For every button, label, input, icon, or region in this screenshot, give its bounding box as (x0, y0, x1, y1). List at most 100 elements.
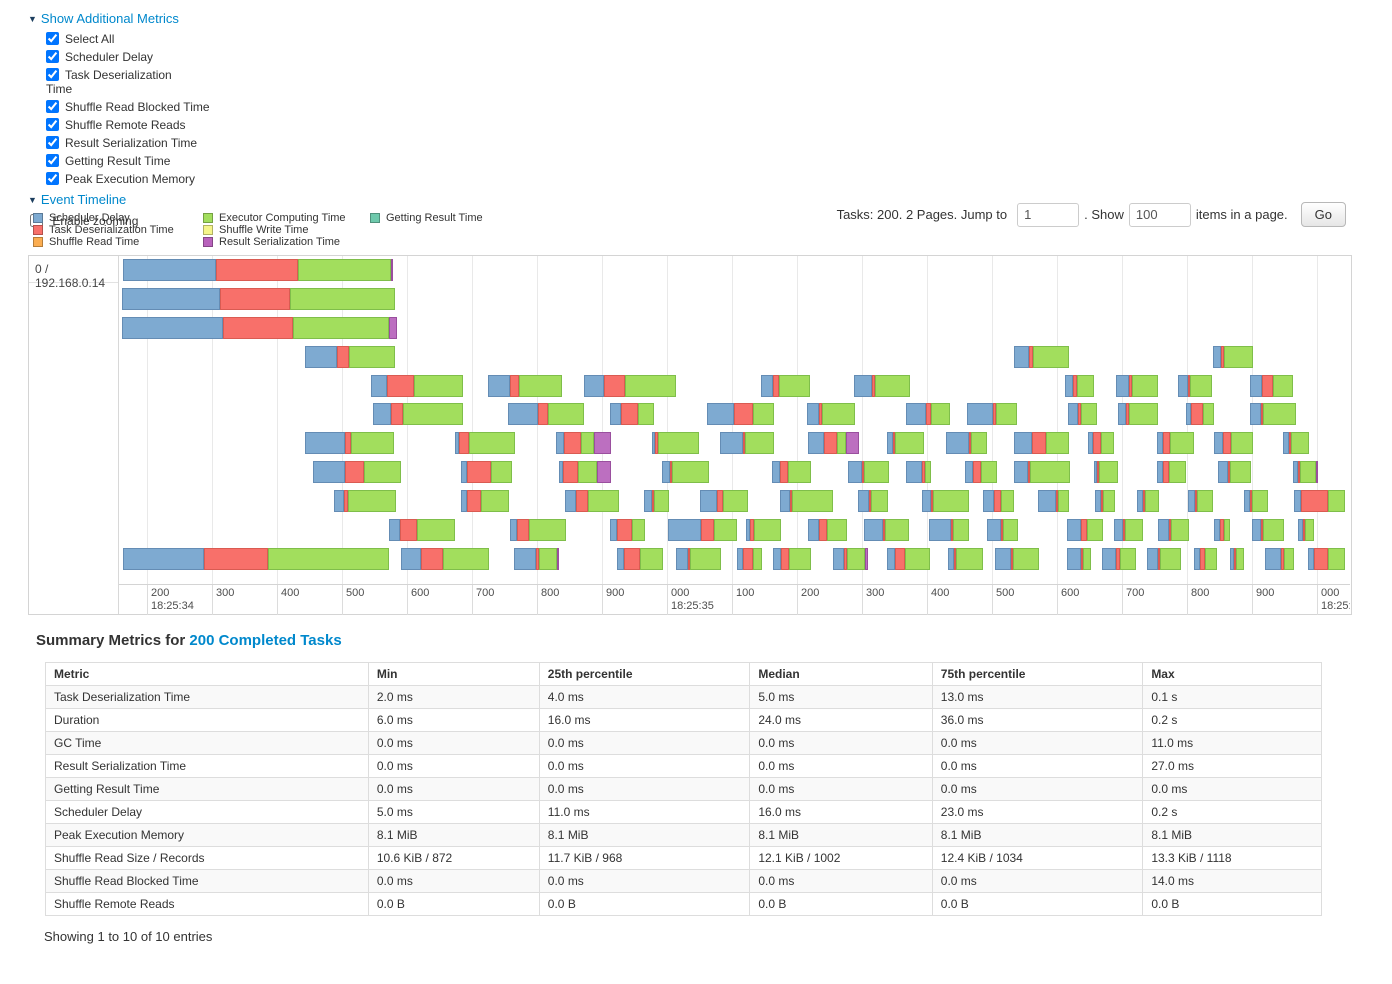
timeline-task-bar[interactable] (334, 490, 396, 512)
timeline-task-bar[interactable] (1265, 548, 1294, 570)
timeline-task-bar[interactable] (1065, 375, 1094, 397)
timeline-task-bar[interactable] (1178, 375, 1212, 397)
timeline-task-bar[interactable] (1186, 403, 1214, 425)
timeline-task-bar[interactable] (808, 432, 859, 454)
timeline-task-bar[interactable] (1218, 461, 1251, 483)
timeline-task-bar[interactable] (1214, 432, 1253, 454)
timeline-task-bar[interactable] (1158, 519, 1189, 541)
timeline-task-bar[interactable] (833, 548, 868, 570)
completed-tasks-link[interactable]: 200 Completed Tasks (189, 632, 342, 649)
timeline-task-bar[interactable] (780, 490, 833, 512)
timeline-task-bar[interactable] (1188, 490, 1213, 512)
timeline-task-bar[interactable] (946, 432, 987, 454)
timeline-task-bar[interactable] (123, 259, 393, 281)
timeline-task-bar[interactable] (123, 548, 389, 570)
timeline-task-bar[interactable] (700, 490, 748, 512)
timeline-task-bar[interactable] (401, 548, 489, 570)
checkbox-peak-execution-memory[interactable] (46, 172, 59, 185)
timeline-task-bar[interactable] (995, 548, 1039, 570)
timeline-task-bar[interactable] (906, 403, 950, 425)
timeline-task-bar[interactable] (858, 490, 888, 512)
timeline-task-bar[interactable] (983, 490, 1014, 512)
go-button[interactable]: Go (1300, 202, 1346, 227)
timeline-task-bar[interactable] (1250, 375, 1293, 397)
timeline-task-bar[interactable] (1102, 548, 1136, 570)
timeline-task-bar[interactable] (313, 461, 401, 483)
timeline-task-bar[interactable] (965, 461, 997, 483)
timeline-task-bar[interactable] (887, 548, 930, 570)
timeline-task-bar[interactable] (848, 461, 889, 483)
timeline-task-bar[interactable] (1116, 375, 1158, 397)
timeline-task-bar[interactable] (906, 461, 931, 483)
timeline-task-bar[interactable] (854, 375, 910, 397)
jump-to-page-input[interactable] (1017, 202, 1080, 227)
timeline-task-bar[interactable] (948, 548, 983, 570)
timeline-task-bar[interactable] (1068, 403, 1097, 425)
timeline-task-bar[interactable] (1244, 490, 1268, 512)
checkbox-select-all[interactable] (46, 32, 59, 45)
timeline-task-bar[interactable] (389, 519, 455, 541)
timeline-task-bar[interactable] (662, 461, 709, 483)
timeline-task-bar[interactable] (1230, 548, 1244, 570)
timeline-task-bar[interactable] (617, 548, 663, 570)
checkbox-result-serialization-time[interactable] (46, 136, 59, 149)
timeline-task-bar[interactable] (987, 519, 1018, 541)
timeline-task-bar[interactable] (1194, 548, 1217, 570)
timeline-task-bar[interactable] (559, 461, 611, 483)
timeline-task-bar[interactable] (1088, 432, 1114, 454)
timeline-task-bar[interactable] (508, 403, 584, 425)
timeline-task-bar[interactable] (122, 317, 397, 339)
timeline-task-bar[interactable] (584, 375, 676, 397)
timeline-task-bar[interactable] (1067, 519, 1103, 541)
timeline-task-bar[interactable] (1094, 461, 1118, 483)
timeline-task-bar[interactable] (610, 403, 654, 425)
timeline-task-bar[interactable] (644, 490, 669, 512)
timeline-task-bar[interactable] (1118, 403, 1158, 425)
timeline-task-bar[interactable] (305, 432, 394, 454)
timeline-task-bar[interactable] (1014, 461, 1070, 483)
timeline-task-bar[interactable] (455, 432, 515, 454)
timeline-task-bar[interactable] (1014, 432, 1069, 454)
timeline-task-bar[interactable] (510, 519, 566, 541)
timeline-task-bar[interactable] (668, 519, 737, 541)
timeline-task-bar[interactable] (1147, 548, 1181, 570)
checkbox-task-deserialization-time[interactable] (46, 68, 59, 81)
timeline-task-bar[interactable] (1294, 490, 1345, 512)
timeline-task-bar[interactable] (1252, 519, 1284, 541)
checkbox-scheduler-delay[interactable] (46, 50, 59, 63)
timeline-task-bar[interactable] (864, 519, 909, 541)
timeline-task-bar[interactable] (1213, 346, 1253, 368)
timeline-task-bar[interactable] (1157, 461, 1186, 483)
timeline-task-bar[interactable] (371, 375, 463, 397)
timeline-task-bar[interactable] (808, 519, 847, 541)
timeline-task-bar[interactable] (967, 403, 1017, 425)
timeline-task-bar[interactable] (1214, 519, 1230, 541)
timeline-task-bar[interactable] (761, 375, 810, 397)
timeline-task-bar[interactable] (514, 548, 559, 570)
timeline-task-bar[interactable] (1308, 548, 1345, 570)
event-timeline-toggle[interactable]: ▼ Event Timeline (28, 193, 210, 207)
timeline-task-bar[interactable] (1283, 432, 1309, 454)
timeline-task-bar[interactable] (929, 519, 969, 541)
timeline-task-bar[interactable] (1114, 519, 1143, 541)
timeline-task-bar[interactable] (565, 490, 619, 512)
timeline-task-bar[interactable] (773, 548, 811, 570)
checkbox-shuffle-remote-reads[interactable] (46, 118, 59, 131)
timeline-task-bar[interactable] (887, 432, 924, 454)
timeline-task-bar[interactable] (807, 403, 855, 425)
timeline-task-bar[interactable] (1250, 403, 1296, 425)
timeline-task-bar[interactable] (488, 375, 562, 397)
timeline-task-bar[interactable] (461, 461, 512, 483)
timeline-task-bar[interactable] (556, 432, 611, 454)
timeline-task-bar[interactable] (122, 288, 395, 310)
show-additional-metrics-toggle[interactable]: ▼ Show Additional Metrics (28, 12, 210, 26)
timeline-task-bar[interactable] (737, 548, 762, 570)
timeline-task-bar[interactable] (1038, 490, 1069, 512)
timeline-task-bar[interactable] (1157, 432, 1194, 454)
timeline-task-bar[interactable] (772, 461, 811, 483)
timeline-task-bar[interactable] (720, 432, 774, 454)
checkbox-shuffle-read-blocked-time[interactable] (46, 100, 59, 113)
timeline-task-bar[interactable] (707, 403, 774, 425)
timeline-task-bar[interactable] (676, 548, 721, 570)
timeline-task-bar[interactable] (922, 490, 969, 512)
